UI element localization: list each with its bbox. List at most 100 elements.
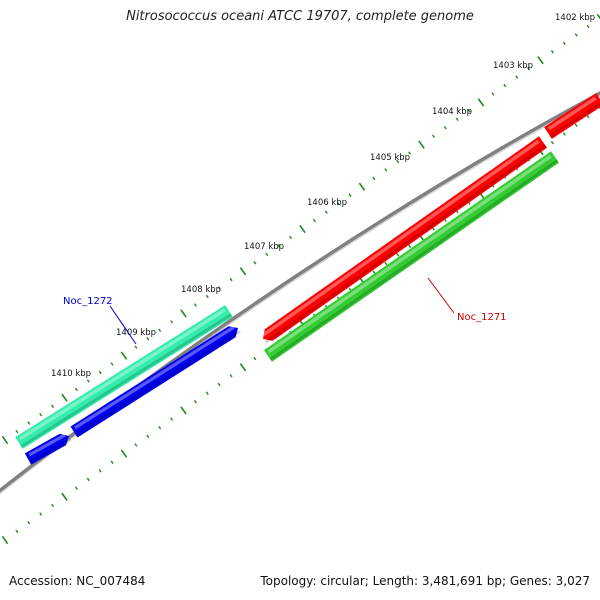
tick-mark [15,529,19,534]
map-title: Nitrosococcus oceani ATCC 19707, complet… [126,9,474,24]
tick-mark [372,270,376,274]
tick-mark [408,151,412,155]
accession-text: Accession: NC_007484 [9,574,146,588]
tick-mark [51,503,55,508]
tick-label: 1407 kbp [244,242,284,252]
tick-mark [39,412,43,417]
gene-blue-small[interactable] [24,433,72,465]
gene-noc-1272[interactable] [15,305,233,449]
gene-label-noc-1271: Noc_1271 [457,312,507,323]
tick-mark [550,50,554,54]
tick-mark [86,379,90,383]
tick-mark [467,109,471,113]
tick-mark [253,261,257,265]
tick-mark [384,168,388,172]
tick-labels: 1402 kbp 1403 kbp 1404 kbp 1405 kbp 1406 kbp… [51,13,595,379]
tick-mark [15,429,19,434]
tick-mark [574,123,578,127]
tick-mark [39,512,43,516]
tick-mark [312,218,316,223]
tick-mark [27,521,31,525]
tick-mark [289,235,293,240]
gene-label-noc-1272: Noc_1272 [63,296,113,307]
tick-mark [408,244,412,248]
tick-mark [217,382,221,387]
gene-green[interactable] [264,151,559,362]
tick-mark [146,434,150,439]
noc-1271-leader-line [427,277,455,314]
tick-mark [562,132,566,136]
tick-label: 1402 kbp [555,13,595,23]
tick-mark [477,98,485,107]
tick-mark [372,176,376,181]
genome-summary-text: Topology: circular; Length: 3,481,691 bp… [260,574,590,588]
tick-mark [348,193,352,197]
tick-mark [86,477,90,482]
tick-label: 1408 kbp [181,285,221,295]
tick-mark [443,126,447,130]
tick-mark [265,252,269,257]
tick-mark [562,41,566,46]
tick-mark [193,400,197,404]
noc-1272-leader-line [109,305,137,345]
tick-mark [61,492,68,501]
tick-mark [527,66,531,71]
genome-backbone-shadow [0,95,600,495]
genome-backbone [0,91,600,493]
tick-mark [596,13,600,20]
tick-mark [110,460,114,464]
tick-mark [455,117,459,121]
tick-mark [229,277,233,282]
tick-mark [205,391,209,395]
tick-mark [27,421,31,425]
tick-mark [74,486,78,490]
tick-mark [277,244,281,248]
tick-mark [110,362,114,366]
tick-mark [574,33,578,37]
tick-mark [120,449,128,458]
gene-noc-1271[interactable] [262,136,548,344]
tick-mark [205,294,209,299]
tick-mark [396,253,400,257]
tick-mark [515,75,519,79]
tick-mark [396,159,400,164]
tick-mark [299,224,306,234]
tick-mark [537,56,544,65]
tick-mark [180,309,187,318]
tick-mark [324,210,328,214]
tick-label: 1405 kbp [370,153,410,163]
tick-mark [586,24,590,29]
tick-mark [239,363,247,372]
tick-mark [1,535,9,545]
tick-mark [146,337,150,341]
tick-mark [229,374,233,378]
tick-mark [158,425,162,430]
tick-mark [98,469,102,473]
tick-label: 1409 kbp [116,328,156,338]
tick-mark [384,261,388,266]
tick-mark [586,114,590,119]
tick-mark [98,370,102,375]
tick-mark [180,406,187,415]
gene-blue-large[interactable] [70,325,241,438]
tick-mark [170,320,174,324]
tick-mark [170,417,174,421]
tick-mark [61,393,68,402]
tick-mark [217,286,221,290]
tick-mark [134,345,138,349]
gene-red-adjacent[interactable] [544,93,600,139]
tick-mark [358,182,366,191]
tick-mark [418,140,425,149]
tick-mark [134,443,138,447]
tick-label: 1403 kbp [493,61,533,71]
tick-mark [503,83,507,88]
tick-mark [120,351,128,360]
tick-mark [51,404,55,408]
tick-mark [239,267,247,276]
tick-mark [336,201,340,206]
tick-mark [193,303,197,307]
tick-mark [1,435,9,445]
tick-label: 1404 kbp [432,107,472,117]
